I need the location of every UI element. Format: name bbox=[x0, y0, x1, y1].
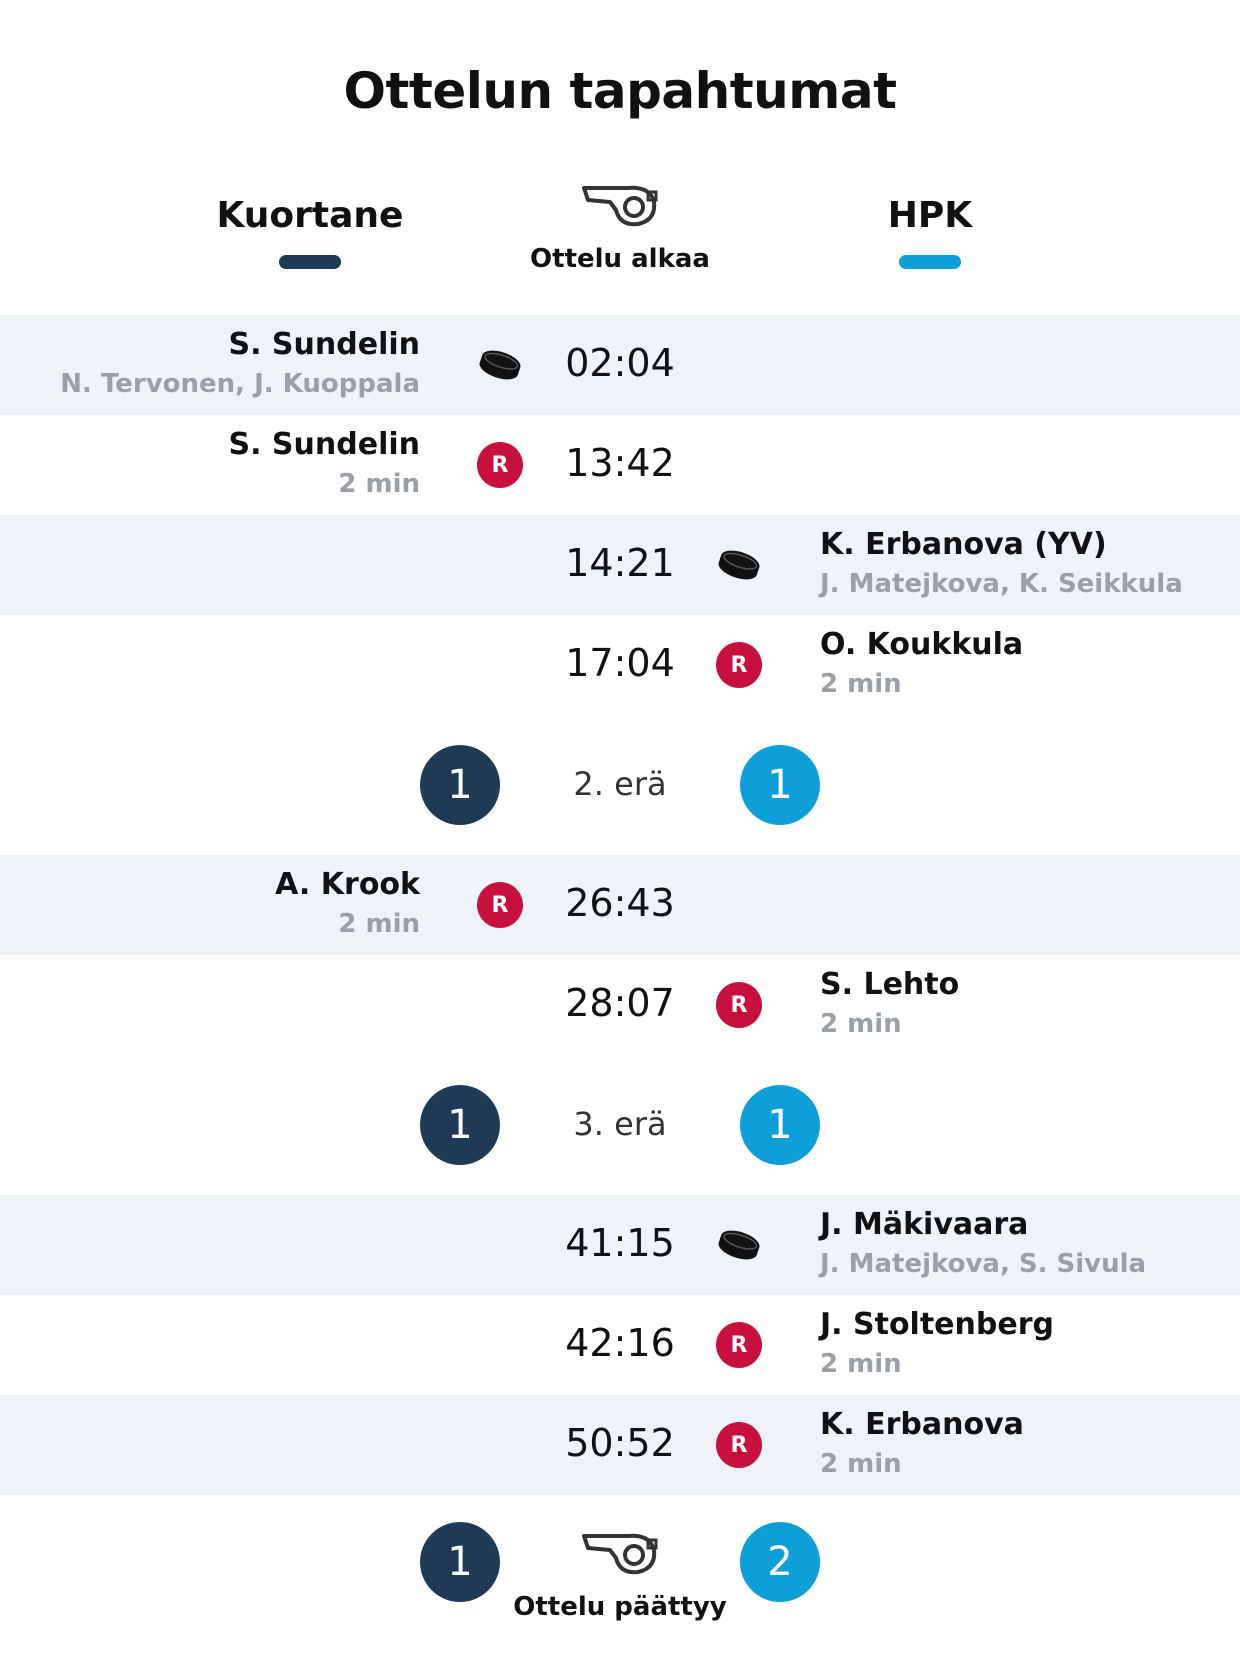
goal-event-row: 02:04 S. Sundelin N. Tervonen, J. Kuoppala bbox=[0, 315, 1240, 415]
home-final-score: 1 bbox=[420, 1522, 500, 1602]
player-info: S. Sundelin 2 min bbox=[20, 425, 420, 503]
player-info: A. Krook 2 min bbox=[20, 865, 420, 943]
event-time: 50:52 bbox=[565, 1421, 675, 1465]
player-name: J. Stoltenberg bbox=[820, 1307, 1054, 1342]
home-period-score: 1 bbox=[420, 745, 500, 825]
event-time: 41:15 bbox=[565, 1221, 675, 1265]
player-name: S. Sundelin bbox=[228, 427, 420, 462]
event-time: 28:07 bbox=[565, 981, 675, 1025]
player-name: S. Sundelin bbox=[228, 327, 420, 362]
player-info: S. Sundelin N. Tervonen, J. Kuoppala bbox=[20, 325, 420, 403]
event-time: 17:04 bbox=[565, 641, 675, 685]
away-final-score: 2 bbox=[740, 1522, 820, 1602]
penalty-event-row: 50:52 R K. Erbanova 2 min bbox=[0, 1395, 1240, 1495]
penalty-duration: 2 min bbox=[338, 909, 420, 939]
event-icon-slot bbox=[716, 542, 762, 588]
puck-icon bbox=[716, 542, 762, 592]
player-name: S. Lehto bbox=[820, 967, 960, 1002]
home-team-color-bar bbox=[279, 255, 341, 269]
penalty-badge: R bbox=[716, 642, 762, 688]
penalty-badge: R bbox=[477, 882, 523, 928]
penalty-badge: R bbox=[477, 442, 523, 488]
penalty-badge: R bbox=[716, 1322, 762, 1368]
player-name: J. Mäkivaara bbox=[820, 1207, 1029, 1242]
penalty-event-row: 13:42 R S. Sundelin 2 min bbox=[0, 415, 1240, 515]
match-end: Ottelu päättyy bbox=[470, 1528, 770, 1622]
away-period-score: 1 bbox=[740, 1085, 820, 1165]
event-time: 13:42 bbox=[565, 441, 675, 485]
goal-event-row: 14:21 K. Erbanova (YV) J. Matejkova, K. Se… bbox=[0, 515, 1240, 615]
event-time: 02:04 bbox=[565, 341, 675, 385]
puck-icon bbox=[477, 342, 523, 392]
match-start: Ottelu alkaa bbox=[470, 180, 770, 274]
home-team-name: Kuortane bbox=[216, 195, 404, 236]
penalty-duration: 2 min bbox=[820, 1449, 902, 1479]
page-title: Ottelun tapahtumat bbox=[343, 62, 897, 120]
period-score-row: 1 2. erä 1 bbox=[0, 745, 1240, 825]
player-name: O. Koukkula bbox=[820, 627, 1024, 662]
period-score-row: 1 3. erä 1 bbox=[0, 1085, 1240, 1165]
puck-icon bbox=[716, 1222, 762, 1272]
match-start-label: Ottelu alkaa bbox=[530, 244, 710, 274]
penalty-badge: R bbox=[716, 982, 762, 1028]
event-icon-slot: R bbox=[477, 442, 523, 488]
player-info: K. Erbanova 2 min bbox=[820, 1405, 1220, 1483]
penalty-event-row: 26:43 R A. Krook 2 min bbox=[0, 855, 1240, 955]
final-score-row: 1 2 bbox=[0, 1522, 1240, 1602]
player-info: O. Koukkula 2 min bbox=[820, 625, 1220, 703]
home-period-score: 1 bbox=[420, 1085, 500, 1165]
event-icon-slot: R bbox=[716, 982, 762, 1028]
penalty-event-row: 28:07 R S. Lehto 2 min bbox=[0, 955, 1240, 1055]
event-icon-slot: R bbox=[716, 1322, 762, 1368]
event-icon-slot: R bbox=[477, 882, 523, 928]
player-name: K. Erbanova bbox=[820, 1407, 1024, 1442]
penalty-duration: 2 min bbox=[820, 1349, 902, 1379]
player-info: J. Stoltenberg 2 min bbox=[820, 1305, 1220, 1383]
penalty-duration: 2 min bbox=[820, 1009, 902, 1039]
penalty-badge: R bbox=[716, 1422, 762, 1468]
player-name: K. Erbanova (YV) bbox=[820, 527, 1107, 562]
assists: J. Matejkova, K. Seikkula bbox=[820, 569, 1183, 599]
player-info: S. Lehto 2 min bbox=[820, 965, 1220, 1043]
penalty-event-row: 17:04 R O. Koukkula 2 min bbox=[0, 615, 1240, 715]
away-team-color-bar bbox=[899, 255, 961, 269]
event-time: 14:21 bbox=[565, 541, 675, 585]
event-icon-slot: R bbox=[716, 642, 762, 688]
period-label: 2. erä bbox=[573, 765, 667, 803]
whistle-icon bbox=[582, 1533, 658, 1575]
away-period-score: 1 bbox=[740, 745, 820, 825]
player-name: A. Krook bbox=[275, 867, 420, 902]
whistle-icon bbox=[582, 185, 658, 227]
player-info: J. Mäkivaara J. Matejkova, S. Sivula bbox=[820, 1205, 1220, 1283]
event-icon-slot: R bbox=[716, 1422, 762, 1468]
penalty-duration: 2 min bbox=[820, 669, 902, 699]
period-label: 3. erä bbox=[573, 1105, 667, 1143]
penalty-duration: 2 min bbox=[338, 469, 420, 499]
away-team-name: HPK bbox=[887, 195, 973, 236]
match-end-label: Ottelu päättyy bbox=[513, 1592, 727, 1622]
event-time: 26:43 bbox=[565, 881, 675, 925]
assists: N. Tervonen, J. Kuoppala bbox=[60, 369, 420, 399]
event-time: 42:16 bbox=[565, 1321, 675, 1365]
event-icon-slot bbox=[716, 1222, 762, 1268]
goal-event-row: 41:15 J. Mäkivaara J. Matejkova, S. Sivula bbox=[0, 1195, 1240, 1295]
assists: J. Matejkova, S. Sivula bbox=[820, 1249, 1147, 1279]
event-icon-slot bbox=[477, 342, 523, 388]
penalty-event-row: 42:16 R J. Stoltenberg 2 min bbox=[0, 1295, 1240, 1395]
player-info: K. Erbanova (YV) J. Matejkova, K. Seikkul… bbox=[820, 525, 1220, 603]
